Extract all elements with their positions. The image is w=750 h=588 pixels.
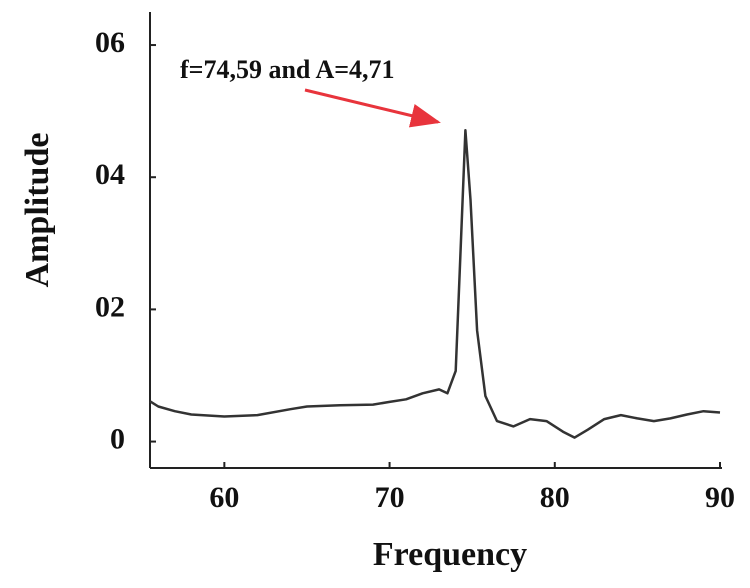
y-tick-label: 02 [95,290,125,323]
y-tick-label: 06 [95,26,125,59]
x-tick-label: 80 [540,481,570,514]
y-axis-label: Amplitude [19,133,56,288]
x-axis-label: Frequency [373,536,527,573]
data-line [149,129,721,439]
annotation-arrow [304,88,441,128]
x-tick-label: 70 [375,481,405,514]
x-tick-label: 90 [705,481,735,514]
y-tick-label: 04 [95,158,125,191]
annotation: f=74,59 and A=4,71 [180,55,395,84]
x-tick-label: 60 [209,481,239,514]
y-tick-label: 0 [110,422,125,455]
